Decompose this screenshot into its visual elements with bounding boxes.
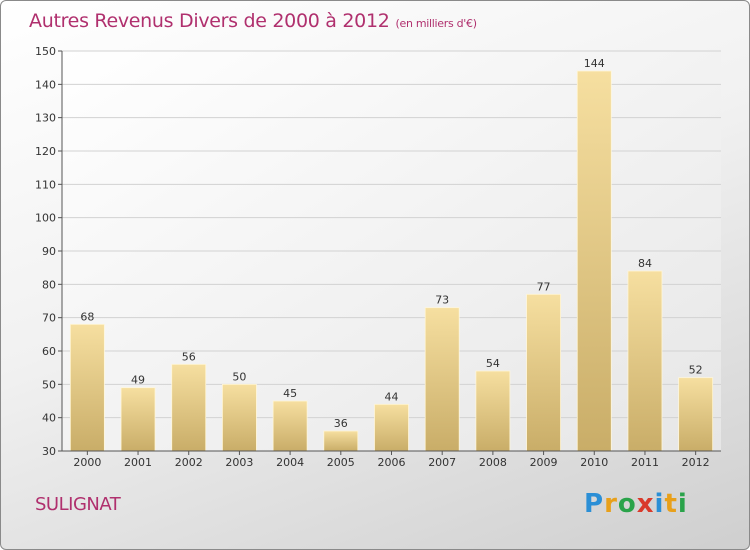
bar-value-label: 49 [131,374,145,387]
y-tick-label: 120 [35,145,56,158]
chart-title: Autres Revenus Divers de 2000 à 2012 (en … [29,10,477,32]
x-tick-label: 2010 [580,456,608,469]
bar [323,430,359,452]
bar [475,370,511,452]
x-tick-label: 2011 [631,456,659,469]
bar-value-label: 56 [182,350,196,363]
bar-value-label: 45 [283,387,297,400]
y-tick-label: 100 [35,212,56,225]
bar [222,383,257,452]
x-tick-label: 2000 [73,456,101,469]
bar [171,363,207,452]
bar [69,323,105,452]
bar-value-label: 54 [486,357,500,370]
x-tick-label: 2007 [428,456,456,469]
y-tick-label: 90 [42,245,56,258]
x-tick-label: 2009 [530,456,558,469]
bar-value-label: 84 [638,257,652,270]
x-tick-label: 2001 [124,456,152,469]
bar-value-label: 77 [537,280,551,293]
y-tick-label: 30 [42,445,56,458]
y-tick-label: 50 [42,378,56,391]
title-unit: (en milliers d'€) [395,17,477,30]
x-tick-label: 2008 [479,456,507,469]
x-tick-label: 2006 [378,456,406,469]
bar [374,403,409,452]
bar [576,70,612,452]
bar [272,400,308,452]
y-tick-label: 110 [35,178,56,191]
x-tick-label: 2004 [276,456,304,469]
bar-value-label: 52 [689,364,703,377]
y-tick-label: 60 [42,345,56,358]
y-tick-label: 150 [35,45,56,58]
y-tick-label: 130 [35,112,56,125]
axes: 30 40 50 60 70 80 90 100 110 120 130 140 150 2000 2001… [35,45,721,469]
y-tick-label: 140 [35,78,56,91]
bar-value-label: 73 [435,294,449,307]
bar [120,387,156,452]
bar-value-label: 44 [385,390,399,403]
x-tick-label: 2012 [682,456,710,469]
bar-value-label: 68 [80,310,94,323]
bar [424,307,460,452]
bar [526,293,561,452]
location-label: SULIGNAT [35,494,121,515]
bars: 68 49 56 50 45 36 44 73 54 77 144 84 52 [69,57,714,452]
bar-value-label: 36 [334,417,348,430]
x-tick-label: 2002 [175,456,203,469]
y-tick-label: 70 [42,312,56,325]
y-tick-label: 40 [42,412,56,425]
y-tick-label: 80 [42,278,56,291]
x-tick-label: 2005 [327,456,355,469]
bar-value-label: 144 [584,57,605,70]
bar [678,377,714,452]
bar-value-label: 50 [232,370,246,383]
proxiti-logo: Proxiti [584,489,688,519]
bar [627,270,663,452]
x-tick-label: 2003 [225,456,253,469]
title-text: Autres Revenus Divers de 2000 à 2012 [29,10,390,32]
